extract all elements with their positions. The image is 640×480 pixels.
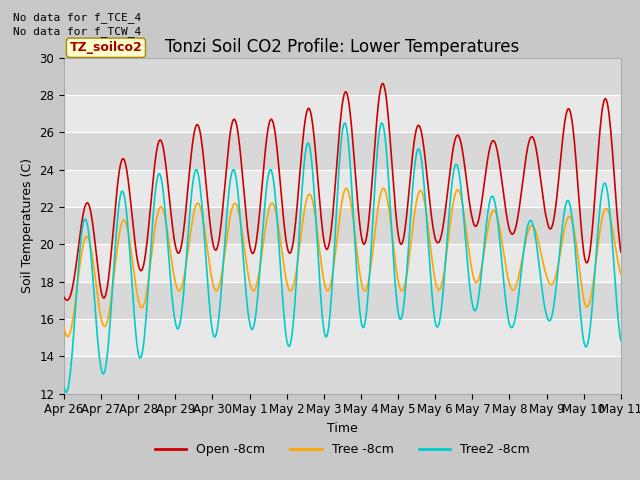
Tree -8cm (71, 303, 79, 309)
Tree -8cm (64, 334, 72, 339)
Bar (64, 207, 621, 244)
Line: Open -8cm: Open -8cm (64, 84, 621, 300)
Tree -8cm (412, 204, 419, 209)
Tree2 -8cm (185, 225, 193, 230)
Open -8cm (128, 214, 136, 219)
Open -8cm (71, 271, 79, 276)
X-axis label: Time: Time (327, 422, 358, 435)
Title: Tonzi Soil CO2 Profile: Lower Temperatures: Tonzi Soil CO2 Profile: Lower Temperatur… (165, 38, 520, 56)
Tree -8cm (428, 255, 436, 261)
Open -8cm (617, 249, 625, 255)
Tree2 -8cm (60, 384, 68, 390)
Text: TZ_soilco2: TZ_soilco2 (70, 41, 142, 54)
Tree2 -8cm (63, 390, 70, 396)
Open -8cm (60, 294, 68, 300)
Bar (64, 356, 621, 394)
Tree2 -8cm (412, 156, 419, 162)
Tree -8cm (128, 256, 136, 262)
Text: No data for f_TCE_4: No data for f_TCE_4 (13, 12, 141, 23)
Tree2 -8cm (214, 321, 222, 326)
Open -8cm (214, 241, 222, 247)
Tree2 -8cm (428, 290, 436, 296)
Tree2 -8cm (71, 315, 79, 321)
Tree -8cm (214, 286, 222, 292)
Tree -8cm (60, 325, 68, 331)
Bar (64, 282, 621, 319)
Text: No data for f_TCW_4: No data for f_TCW_4 (13, 26, 141, 37)
Legend: Open -8cm, Tree -8cm, Tree2 -8cm: Open -8cm, Tree -8cm, Tree2 -8cm (150, 438, 534, 461)
Bar (64, 58, 621, 95)
Open -8cm (412, 130, 419, 136)
Open -8cm (185, 177, 193, 183)
Y-axis label: Soil Temperatures (C): Soil Temperatures (C) (20, 158, 34, 293)
Tree2 -8cm (617, 337, 625, 343)
Tree2 -8cm (378, 120, 385, 126)
Line: Tree -8cm: Tree -8cm (64, 188, 621, 336)
Tree -8cm (380, 185, 387, 191)
Line: Tree2 -8cm: Tree2 -8cm (64, 123, 621, 393)
Open -8cm (378, 81, 386, 86)
Open -8cm (428, 216, 436, 222)
Tree -8cm (185, 243, 193, 249)
Bar (64, 132, 621, 169)
Open -8cm (63, 298, 71, 303)
Tree2 -8cm (128, 283, 136, 289)
Tree -8cm (617, 271, 625, 277)
